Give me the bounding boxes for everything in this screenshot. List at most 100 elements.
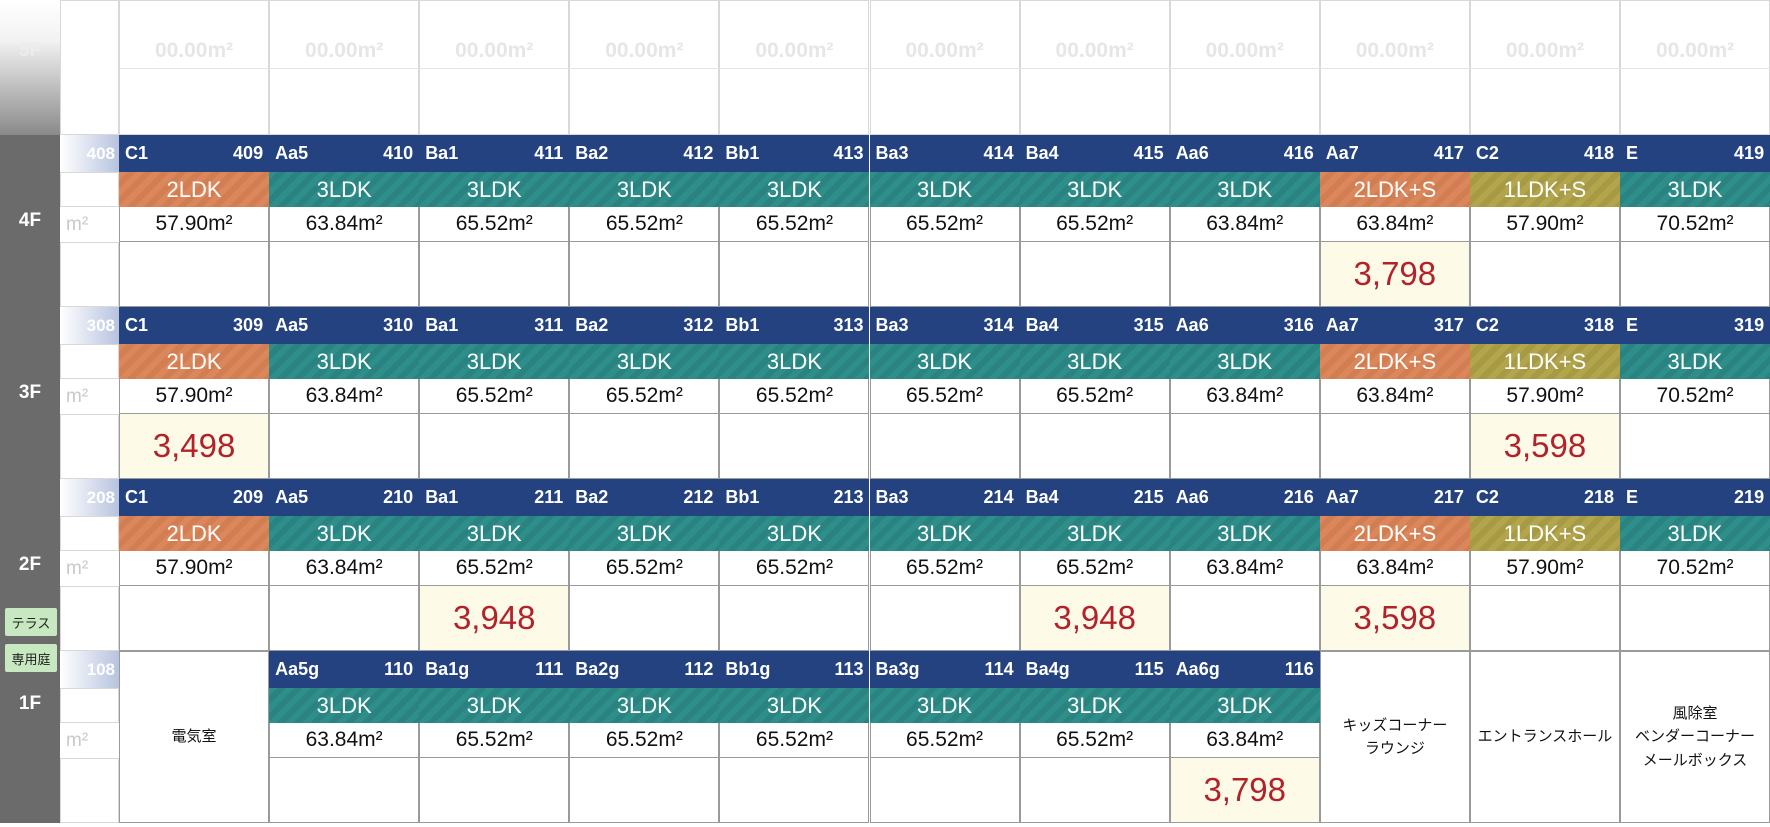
unit-header: E 219 (1620, 479, 1770, 516)
unit-plan-code: Aa5g (275, 659, 320, 679)
unit-layout-type: 3LDK (1019, 688, 1170, 723)
unit-floor-area: 70.52m² (1620, 207, 1770, 242)
unit-number: 209 (233, 487, 264, 507)
unit-floor-area: 65.52m² (419, 551, 570, 586)
unit-floor-area: 57.90m² (1469, 379, 1620, 414)
unit-number: 416 (1283, 143, 1314, 163)
unit-floor-area: 65.52m² (569, 551, 720, 586)
unit-floor-area: 57.90m² (1469, 551, 1620, 586)
unit-plan-code: Aa6 (1175, 143, 1209, 163)
side-type-cell (60, 172, 119, 207)
unit-header: Aa5 310 (269, 307, 420, 344)
unit-layout-type: 1LDK+S (1469, 172, 1620, 207)
ghost-unit-cell (119, 0, 270, 135)
ghost-unit-cell (1319, 0, 1470, 135)
unit-number: 114 (984, 659, 1014, 679)
unit-floor-area: 57.90m² (119, 551, 270, 586)
unit-plan-code: Ba2 (575, 487, 609, 507)
unit-header: Ba1g 111 (419, 651, 570, 688)
unit-number: 115 (1134, 659, 1164, 679)
unit-plan-code: Aa5 (275, 487, 309, 507)
floor-label: 5F (0, 0, 60, 135)
side-unit-number: 308 (60, 307, 119, 344)
unit-number: 219 (1734, 487, 1765, 507)
unit-layout-type: 3LDK (1620, 516, 1770, 551)
unit-floor-area: 57.90m² (1469, 207, 1620, 242)
side-price-cell (60, 414, 119, 479)
ghost-area-text: 00.00m² (154, 38, 234, 62)
unit-floor-area: 63.84m² (269, 379, 420, 414)
unit-floor-area: 63.84m² (1319, 207, 1470, 242)
ghost-area-text: 00.00m² (1505, 38, 1585, 62)
unit-header: Ba2g 112 (569, 651, 720, 688)
unit-header: Ba3g 114 (869, 651, 1020, 688)
unit-layout-type: 3LDK (1169, 688, 1320, 723)
ghost-divider (719, 68, 870, 69)
unit-layout-type: 3LDK (269, 172, 420, 207)
unit-price: 3,948 (420, 586, 569, 650)
unit-number: 417 (1433, 143, 1464, 163)
unit-number: 111 (535, 659, 564, 679)
ghost-divider (419, 68, 570, 69)
unit-layout-type: 3LDK (269, 344, 420, 379)
unit-layout-type: 3LDK (869, 344, 1020, 379)
ghost-divider (1620, 68, 1770, 69)
unit-plan-code: Aa5 (275, 315, 309, 335)
unit-floor-area: 65.52m² (719, 551, 870, 586)
unit-number: 410 (383, 143, 414, 163)
unit-header: Ba1 311 (419, 307, 570, 344)
unit-header: Aa7 417 (1319, 135, 1470, 172)
unit-floor-area: 65.52m² (569, 723, 720, 758)
unit-price: 3,798 (1320, 242, 1469, 306)
unit-plan-code: Aa6g (1175, 659, 1220, 679)
unit-header: C2 418 (1469, 135, 1620, 172)
unit-plan-code: Aa6 (1175, 315, 1209, 335)
unit-floor-area: 70.52m² (1620, 551, 1770, 586)
unit-floor-area: 65.52m² (1019, 551, 1170, 586)
ghost-area-text: 00.00m² (305, 38, 384, 62)
unit-header: Bb1g 113 (719, 651, 870, 688)
facility-cell: キッズコーナー ラウンジ (1319, 651, 1470, 823)
unit-floor-area: 65.52m² (419, 723, 570, 758)
floor-label: 1F (0, 651, 60, 823)
unit-layout-type: 3LDK (569, 344, 720, 379)
unit-number: 414 (983, 143, 1014, 163)
unit-floor-area: 63.84m² (269, 207, 420, 242)
ghost-divider (1319, 68, 1470, 69)
unit-plan-code: C1 (125, 315, 149, 335)
unit-header: Ba1 211 (419, 479, 570, 516)
unit-header: Bb1 413 (719, 135, 870, 172)
unit-layout-type: 3LDK (569, 688, 720, 723)
unit-floor-area: 63.84m² (1319, 379, 1470, 414)
ghost-unit-cell (269, 0, 420, 135)
unit-plan-code: Ba3 (875, 143, 909, 163)
facility-cell: 電気室 (119, 651, 270, 823)
ghost-unit-cell (1469, 0, 1620, 135)
unit-layout-type: 3LDK (419, 516, 570, 551)
unit-number: 215 (1133, 487, 1164, 507)
unit-plan-code: Aa7 (1325, 143, 1359, 163)
unit-floor-area: 65.52m² (719, 379, 870, 414)
unit-floor-area: 65.52m² (419, 207, 570, 242)
unit-floor-area: 63.84m² (1169, 207, 1320, 242)
unit-floor-area: 63.84m² (1169, 551, 1320, 586)
ghost-area-text: 00.00m² (1055, 38, 1134, 62)
ghost-divider (119, 68, 270, 69)
unit-plan-code: Ba1 (425, 487, 459, 507)
unit-number: 409 (233, 143, 264, 163)
unit-plan-code: Ba1g (425, 659, 470, 679)
unit-layout-type: 2LDK (119, 172, 270, 207)
unit-plan-code: Ba2g (575, 659, 620, 679)
unit-number: 312 (683, 315, 714, 335)
unit-plan-code: Ba3 (875, 487, 909, 507)
ghost-area-text: 00.00m² (1655, 38, 1735, 62)
unit-layout-type: 3LDK (1019, 172, 1170, 207)
unit-header: Ba2 412 (569, 135, 720, 172)
side-sqm-unit: m² (66, 385, 89, 407)
unit-header: E 319 (1620, 307, 1770, 344)
unit-number: 116 (1284, 659, 1314, 679)
ghost-area-text: 00.00m² (905, 38, 984, 62)
unit-plan-code: Bb1 (725, 487, 760, 507)
unit-number: 217 (1433, 487, 1464, 507)
unit-layout-type: 3LDK (1169, 172, 1320, 207)
